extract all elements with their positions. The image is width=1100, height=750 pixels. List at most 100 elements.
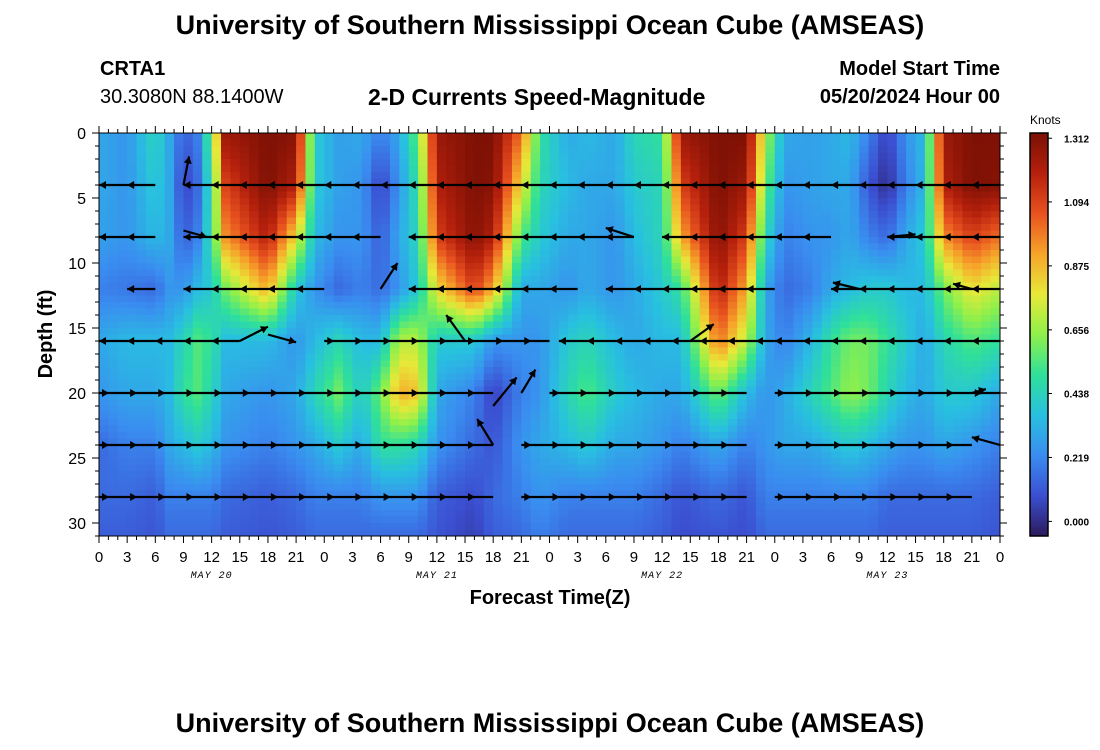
heat-cell (324, 438, 335, 446)
heat-cell (145, 386, 156, 394)
heat-cell (305, 510, 316, 518)
heat-cell (737, 393, 748, 401)
heat-cell (277, 399, 288, 407)
heat-cell (746, 315, 757, 323)
heat-cell (361, 133, 372, 141)
heat-cell (615, 347, 626, 355)
heat-cell (136, 133, 147, 141)
heat-cell (643, 295, 654, 303)
heat-cell (633, 516, 644, 524)
heat-cell (774, 458, 785, 466)
heat-cell (521, 484, 532, 492)
heat-cell (267, 172, 278, 180)
heat-cell (577, 146, 588, 154)
heat-cell (540, 484, 551, 492)
heat-cell (145, 269, 156, 277)
heat-cell (314, 523, 325, 531)
heat-cell (530, 399, 541, 407)
heat-cell (230, 484, 241, 492)
heat-cell (352, 529, 363, 536)
heat-cell (380, 386, 391, 394)
heat-cell (446, 510, 457, 518)
heat-cell (596, 471, 607, 479)
heat-cell (249, 490, 260, 498)
heat-cell (577, 477, 588, 485)
heat-cell (493, 406, 504, 414)
heat-cell (361, 471, 372, 479)
heat-cell (211, 217, 222, 225)
heat-cell (380, 458, 391, 466)
heat-cell (831, 308, 842, 316)
heat-cell (812, 367, 823, 375)
heat-cell (108, 269, 119, 277)
heat-cell (737, 256, 748, 264)
heat-cell (690, 445, 701, 453)
heat-cell (596, 432, 607, 440)
heat-cell (380, 516, 391, 524)
heat-cell (831, 373, 842, 381)
heat-cell (502, 380, 513, 388)
heat-cell (258, 529, 269, 536)
heat-cell (511, 451, 522, 459)
heat-cell (230, 289, 241, 297)
heat-cell (324, 367, 335, 375)
heat-cell (662, 178, 673, 186)
heat-cell (483, 438, 494, 446)
heat-cell (483, 256, 494, 264)
heat-cell (99, 360, 109, 368)
heat-cell (812, 523, 823, 531)
heat-cell (380, 341, 391, 349)
heat-cell (99, 412, 109, 420)
heat-cell (446, 276, 457, 284)
heat-cell (127, 529, 138, 536)
heat-cell (671, 263, 682, 271)
heat-cell (511, 289, 522, 297)
heat-cell (108, 224, 119, 232)
heat-cell (314, 386, 325, 394)
heat-cell (680, 458, 691, 466)
heat-cell (802, 269, 813, 277)
heat-cell (117, 354, 128, 362)
heat-cell (305, 165, 316, 173)
heat-cell (296, 159, 307, 167)
heat-cell (624, 503, 635, 511)
heat-cell (596, 529, 607, 536)
heat-cell (596, 406, 607, 414)
heat-cell (305, 386, 316, 394)
heat-cell (765, 451, 776, 459)
heat-cell (596, 523, 607, 531)
heat-cell (587, 360, 598, 368)
heat-cell (465, 256, 476, 264)
heat-cell (202, 204, 213, 212)
heat-cell (521, 471, 532, 479)
heat-cell (605, 217, 616, 225)
heat-cell (192, 419, 203, 427)
heat-cell (314, 282, 325, 290)
heat-cell (746, 354, 757, 362)
heat-cell (718, 204, 729, 212)
heat-cell (474, 464, 485, 472)
heat-cell (540, 191, 551, 199)
heat-cell (333, 360, 344, 368)
heat-cell (596, 445, 607, 453)
heat-cell (671, 360, 682, 368)
heat-cell (568, 139, 579, 147)
heat-cell (840, 308, 851, 316)
heat-cell (755, 269, 766, 277)
heat-cell (314, 464, 325, 472)
heat-cell (436, 289, 447, 297)
heat-cell (249, 360, 260, 368)
heat-cell (361, 399, 372, 407)
heat-cell (493, 159, 504, 167)
heat-cell (709, 373, 720, 381)
heat-cell (652, 380, 663, 388)
heat-cell (802, 471, 813, 479)
heat-cell (286, 451, 297, 459)
heat-cell (446, 425, 457, 433)
heat-cell (643, 484, 654, 492)
heat-cell (192, 282, 203, 290)
heat-cell (549, 406, 560, 414)
heat-cell (540, 425, 551, 433)
heat-cell (343, 152, 354, 160)
heat-cell (221, 373, 231, 381)
